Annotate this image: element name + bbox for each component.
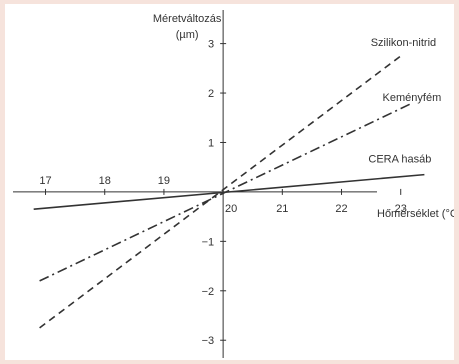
y-tick-label: 2 — [208, 88, 214, 100]
x-tick-label: 22 — [335, 203, 347, 215]
x-axis-title: Hőmérséklet (°C) — [377, 208, 454, 220]
axes — [13, 10, 402, 358]
y-tick-label: −3 — [202, 335, 215, 347]
series-line-2 — [33, 173, 425, 211]
series-layer — [33, 55, 425, 329]
y-tick-label: 1 — [208, 137, 214, 149]
x-tick-label: 18 — [99, 175, 111, 187]
series-label-2: CERA hasáb — [368, 154, 431, 166]
y-tick-label: −1 — [202, 236, 215, 248]
x-tick-label: 21 — [276, 203, 288, 215]
y-axis-unit: (µm) — [176, 29, 199, 41]
chart-panel: 17 18 19 20 21 22 23 −3 −2 −1 1 2 3 Méretváltozás (µm)… — [5, 4, 454, 360]
y-tick-label: 3 — [208, 39, 214, 51]
x-tick-label: 19 — [158, 175, 170, 187]
y-tick-label: −2 — [202, 286, 215, 298]
x-tick-label: 23 — [395, 203, 407, 215]
series-label-0: Szilikon-nitrid — [371, 37, 436, 49]
y-axis-title: Méretváltozás — [153, 13, 222, 25]
series-label-1: Keményfém — [383, 92, 442, 104]
series-line-0 — [39, 55, 402, 329]
x-tick-label: 17 — [39, 175, 51, 187]
x-tick-label: 20 — [225, 203, 237, 215]
